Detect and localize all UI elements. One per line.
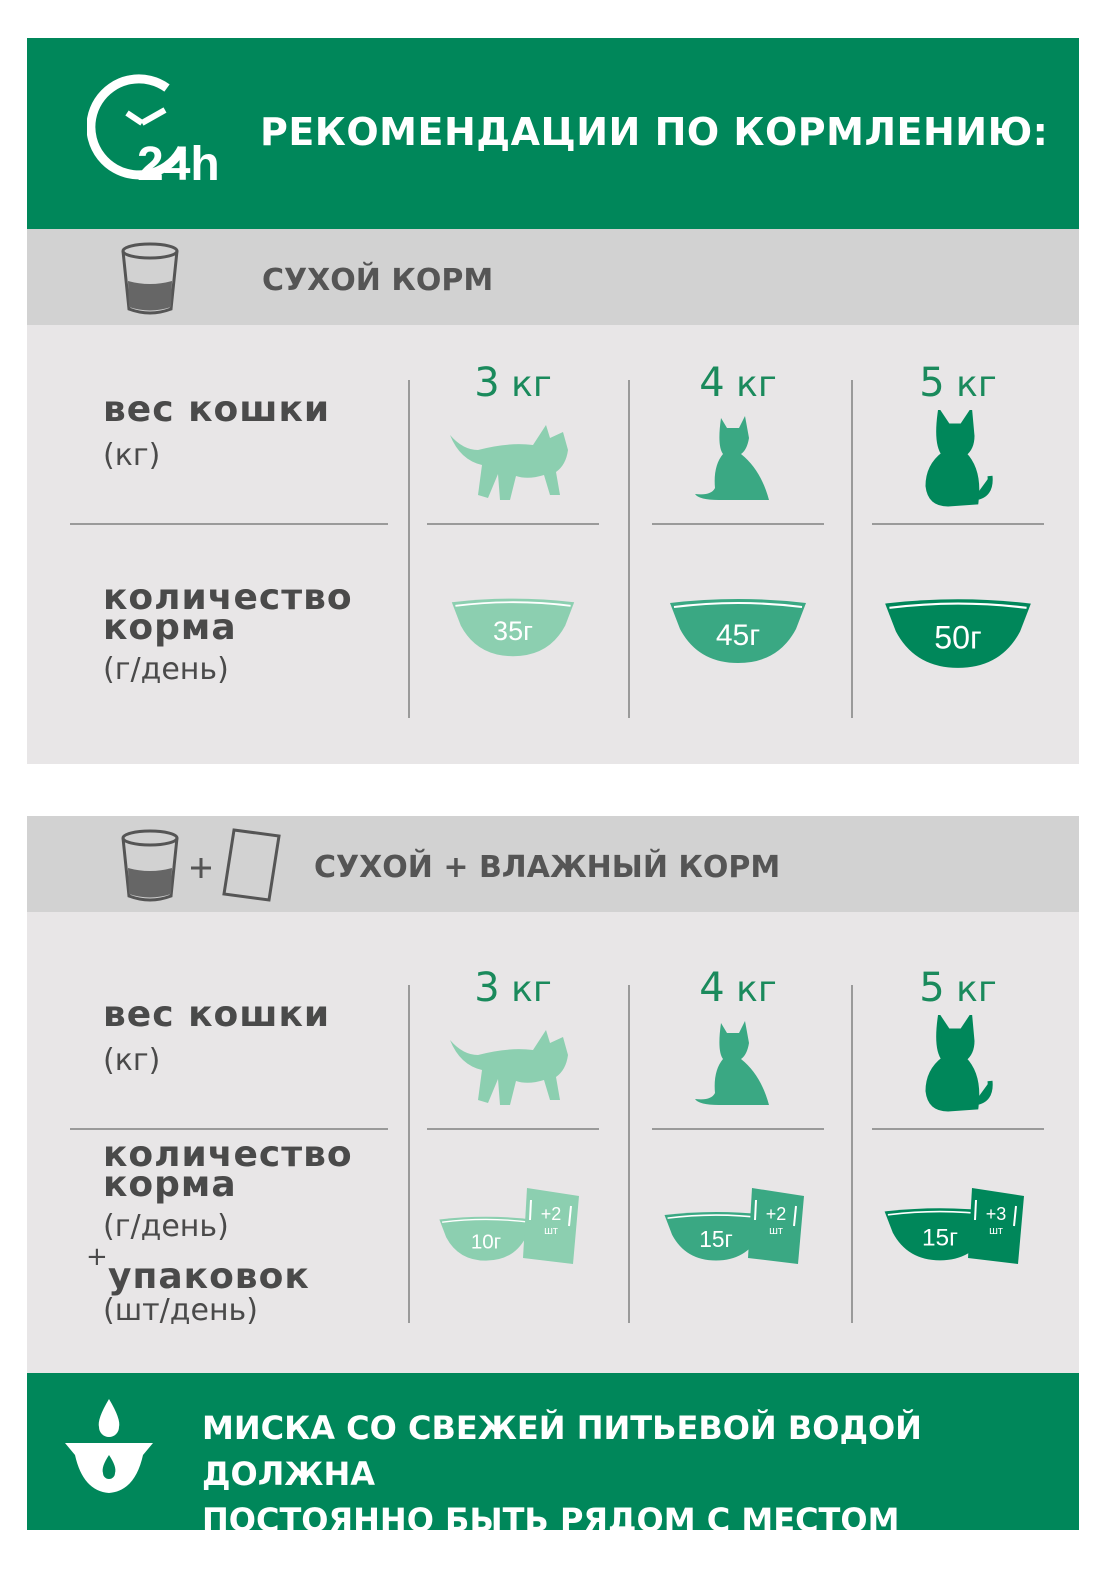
svg-text:24h: 24h: [137, 138, 220, 188]
cat-weight: 3 кг: [474, 360, 552, 406]
amount-unit: (г/день): [103, 652, 229, 687]
food-amount: 35г: [493, 616, 533, 646]
weight-label: вес кошки: [103, 389, 331, 430]
amount-unit: (г/день): [103, 1209, 229, 1244]
cat-weight: 3 кг: [474, 965, 552, 1011]
dry-food-title: СУХОЙ КОРМ: [262, 263, 494, 298]
weight-unit: (кг): [103, 1043, 161, 1078]
weight-unit: (кг): [103, 438, 161, 473]
column-divider: [851, 380, 853, 718]
divider: [70, 523, 388, 525]
cat-weight: 5 кг: [919, 360, 997, 406]
weight-label: вес кошки: [103, 994, 331, 1035]
food-amount: 45г: [716, 619, 760, 652]
food-bowl-icon: 45г: [670, 599, 806, 663]
amount-label: количество корма: [103, 577, 353, 648]
svg-text:+2: +2: [541, 1204, 562, 1224]
food-amount: 15г: [699, 1226, 733, 1252]
svg-text:шт: шт: [544, 1225, 558, 1237]
packs-label: упаковок: [108, 1256, 310, 1297]
water-bowl-icon: [65, 1399, 153, 1493]
cat-sitting-icon: [694, 1021, 769, 1105]
mixed-food-title: СУХОЙ + ВЛАЖНЫЙ КОРМ: [314, 850, 781, 885]
column-divider: [628, 380, 630, 718]
amount-label: количество корма: [103, 1134, 353, 1205]
svg-text:+3: +3: [986, 1204, 1007, 1224]
water-note: МИСКА СО СВЕЖЕЙ ПИТЬЕВОЙ ВОДОЙ ДОЛЖНА ПОС…: [202, 1409, 922, 1585]
cat-sitting-large-icon: [925, 406, 993, 507]
mixed-food-table: [27, 912, 1079, 1373]
kitten-walking-icon: [450, 1030, 568, 1105]
divider: [70, 1128, 388, 1130]
food-bowl-icon: 15г: [664, 1212, 768, 1261]
wet-food-pouch-icon: +2шт: [748, 1188, 804, 1264]
wet-food-pouch-icon: +2шт: [523, 1188, 579, 1264]
divider: [427, 1128, 599, 1130]
header-banner: 24h РЕКОМЕНДАЦИИ ПО КОРМЛЕНИЮ:: [27, 38, 1079, 229]
food-bowl-icon: 35г: [451, 598, 575, 657]
divider: [652, 523, 824, 525]
svg-text:шт: шт: [989, 1225, 1003, 1237]
page-title: РЕКОМЕНДАЦИИ ПО КОРМЛЕНИЮ:: [260, 110, 1049, 154]
svg-text:+2: +2: [766, 1204, 787, 1224]
cat-sitting-icon: [694, 416, 769, 500]
dry-food-table: [27, 325, 1079, 764]
column-divider: [408, 985, 410, 1323]
packs-unit: (шт/день): [103, 1293, 258, 1328]
clock-24h-icon: 24h: [87, 74, 220, 188]
cat-weight: 5 кг: [919, 965, 997, 1011]
divider: [652, 1128, 824, 1130]
kitten-walking-icon: [450, 425, 568, 500]
column-divider: [408, 380, 410, 718]
divider: [427, 523, 599, 525]
cat-weight: 4 кг: [699, 965, 777, 1011]
column-divider: [628, 985, 630, 1323]
food-amount: 15г: [922, 1225, 958, 1252]
svg-text:шт: шт: [769, 1225, 783, 1237]
dry-food-cup-icon: [121, 242, 179, 315]
cat-sitting-large-icon: [925, 1011, 993, 1112]
dry-food-header: СУХОЙ КОРМ: [27, 229, 1079, 325]
column-divider: [851, 985, 853, 1323]
water-note-banner: МИСКА СО СВЕЖЕЙ ПИТЬЕВОЙ ВОДОЙ ДОЛЖНА ПОС…: [27, 1373, 1079, 1585]
plus-sign: +: [86, 1242, 108, 1272]
cat-weight: 4 кг: [699, 360, 777, 406]
food-bowl-icon: 10г: [439, 1216, 533, 1261]
food-bowl-icon: 15г: [884, 1208, 996, 1261]
wet-food-pouch-icon: +3шт: [968, 1188, 1024, 1264]
food-amount: 10г: [471, 1230, 501, 1253]
dry-plus-wet-icon: [121, 828, 281, 902]
food-amount: 50г: [934, 620, 981, 656]
mixed-food-header: СУХОЙ + ВЛАЖНЫЙ КОРМ: [27, 816, 1079, 912]
divider: [872, 1128, 1044, 1130]
food-bowl-icon: 50г: [885, 599, 1031, 668]
divider: [872, 523, 1044, 525]
